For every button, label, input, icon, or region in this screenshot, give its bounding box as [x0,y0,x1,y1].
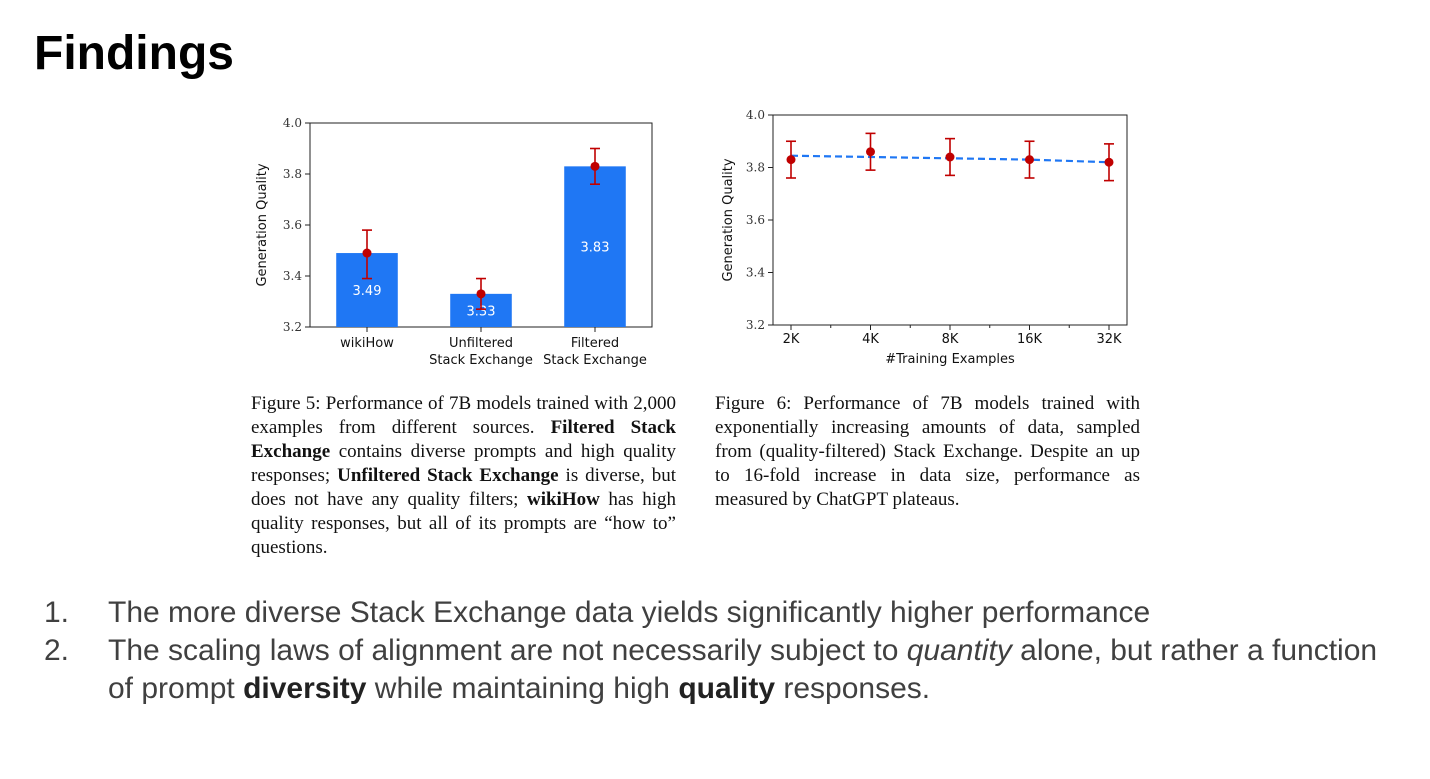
x-tick-label: 32K [1096,332,1122,347]
finding-emphasis: diversity [243,672,367,705]
bar-chart-figure-5: 3.2 3.4 3.6 3.8 4.0 Generation Quality 3.49 wik… [255,116,653,368]
y-axis-label: Generation Quality [255,163,270,286]
y-tick-label: 3.4 [746,266,765,280]
x-tick-label: Unfiltered [449,336,513,351]
finding-emphasis: quality [678,672,776,705]
x-tick-label: 16K [1017,332,1043,347]
caption-text: contains diverse prompts and high qualit… [251,441,676,486]
x-tick-label: Stack Exchange [543,353,647,368]
y-tick-label: 3.6 [283,218,302,232]
data-point [945,152,955,162]
bar-value-label: 3.83 [581,241,610,256]
finding-item: 1. The more diverse Stack Exchange data y… [40,594,1380,632]
data-point [1025,155,1034,165]
finding-text: The more diverse Stack Exchange data yie… [108,596,1151,629]
caption-bold-term: Unfiltered Stack Exchange [337,465,559,486]
x-tick-label: 4K [862,332,879,347]
bar-value-label: 3.49 [353,284,382,299]
y-tick-label: 3.6 [746,213,765,227]
data-point [1104,157,1114,167]
bar [564,166,626,327]
figure-5-caption: Figure 5: Performance of 7B models train… [251,392,676,560]
caption-text: Figure 6: Performance of 7B models train… [715,393,1140,510]
bar-value-label: 3.33 [467,304,496,319]
finding-text: The scaling laws of alignment are not ne… [108,634,907,667]
finding-number: 2. [44,634,70,667]
x-tick-label: Stack Exchange [429,353,533,368]
y-tick-label: 3.2 [746,318,765,332]
x-axis-label: #Training Examples [885,352,1015,367]
mean-point [476,289,486,299]
caption-bold-term: wikiHow [526,489,600,510]
caption-text: Figure 5: Performance of 7B models train… [251,393,676,438]
finding-text: alone, but rather a function of prompt [108,634,1378,705]
x-tick-label: Filtered [571,336,619,351]
finding-emphasis: quantity [906,634,1012,667]
finding-text: while maintaining high [366,672,679,705]
finding-text: responses. [775,672,931,705]
x-tick-label: 8K [942,332,959,347]
mean-point [590,161,600,171]
y-tick-label: 4.0 [746,108,765,122]
y-tick-label: 4.0 [283,116,302,130]
caption-text: has high quality responses, but all of i… [251,489,676,558]
mean-point [362,248,372,258]
caption-bold-term: Filtered Stack Exchange [251,417,676,462]
finding-item: 2. The scaling laws of alignment are not … [40,632,1380,708]
y-tick-label: 3.8 [283,167,302,181]
line-chart-figure-6: 3.2 3.4 3.6 3.8 4.0 Generation Quality 2K 4K 8K 1… [721,108,1128,367]
slide-title: Findings [34,27,234,80]
findings-list: 1. The more diverse Stack Exchange data y… [40,594,1380,708]
x-tick-label: 2K [783,332,800,347]
y-tick-label: 3.2 [283,320,302,334]
data-point [786,155,796,165]
figure-6-caption: Figure 6: Performance of 7B models train… [715,392,1140,512]
caption-text: is diverse, but does not have any qualit… [251,465,676,510]
y-tick-label: 3.8 [746,161,765,175]
data-point [866,147,875,157]
finding-number: 1. [44,596,70,629]
x-tick-label: wikiHow [340,336,394,351]
y-axis-label: Generation Quality [721,158,736,281]
y-tick-label: 3.4 [283,269,302,283]
